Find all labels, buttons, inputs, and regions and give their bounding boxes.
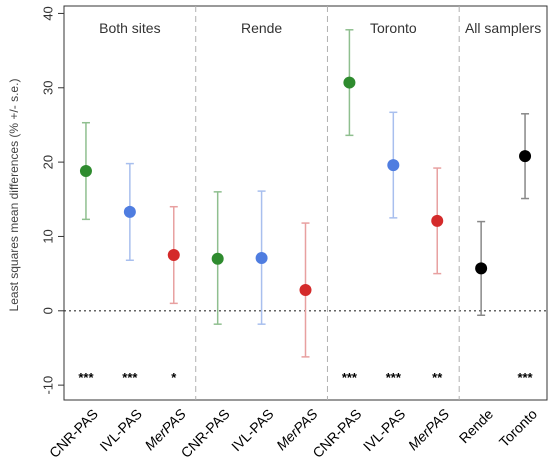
y-tick-label: 20 (41, 155, 56, 169)
y-tick-label: 40 (41, 6, 56, 20)
y-tick-label: 0 (41, 307, 56, 314)
panel-title: Rende (241, 20, 282, 36)
significance-label: *** (517, 370, 533, 385)
category-label: Rende (456, 406, 497, 447)
data-point (343, 76, 356, 89)
panel-title: Both sites (99, 20, 160, 36)
panel-title: Toronto (370, 20, 417, 36)
data-point (519, 150, 532, 163)
category-label: Toronto (496, 406, 540, 450)
data-point (123, 205, 136, 218)
category-label: IVL-PAS (96, 406, 145, 455)
category-label: MerPAS (405, 405, 453, 453)
significance-label: ** (432, 370, 443, 385)
y-axis: -10 0 10 20 30 40 (41, 5, 548, 401)
y-tick-label: 10 (41, 229, 56, 243)
plot-frame (63, 5, 548, 401)
data-point (79, 165, 92, 178)
category-label: IVL-PAS (360, 406, 409, 455)
y-axis-label: Least squares mean differences (% +/- s.… (7, 79, 21, 312)
panel-title: All samplers (465, 20, 541, 36)
significance-label: * (171, 370, 177, 385)
category-label: CNR-PAS (178, 406, 233, 461)
category-labels: CNR-PASIVL-PASMerPASCNR-PASIVL-PASMerPAS… (46, 405, 540, 461)
significance-label: *** (122, 370, 138, 385)
data-point (167, 249, 180, 262)
panels: Both sites Rende Toronto All samplers (99, 6, 541, 400)
significance-label: *** (342, 370, 358, 385)
data-point (299, 283, 312, 296)
category-label: CNR-PAS (46, 406, 101, 461)
data-point (387, 159, 400, 172)
data-point (431, 214, 444, 227)
significance-label: *** (386, 370, 402, 385)
y-tick-label: -10 (41, 376, 56, 395)
data-point (475, 262, 488, 275)
data-point (211, 252, 224, 265)
category-label: CNR-PAS (309, 406, 364, 461)
significance-label: *** (78, 370, 94, 385)
data-point (255, 252, 268, 265)
data-marks: *** *** * *** *** ** *** (78, 29, 534, 385)
category-label: IVL-PAS (228, 406, 277, 455)
y-tick-label: 30 (41, 81, 56, 95)
